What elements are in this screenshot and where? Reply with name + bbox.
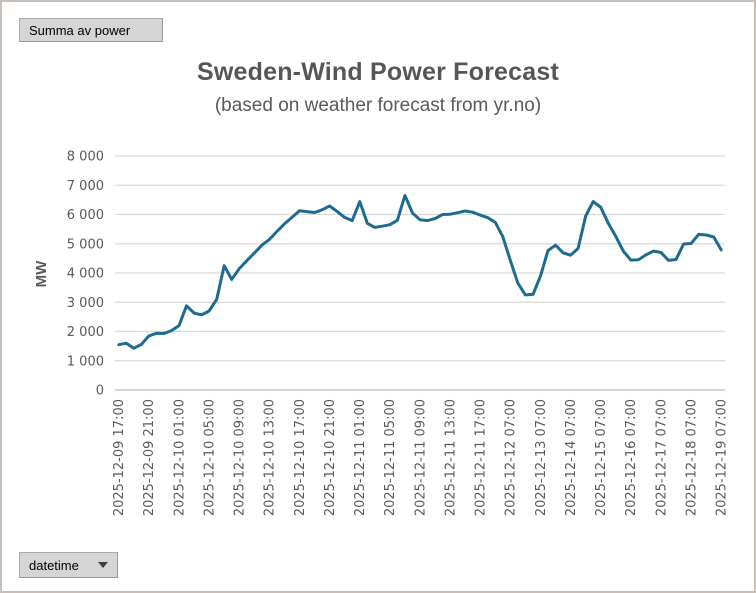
- x-tick-label: 2025-12-13 07:00: [534, 399, 549, 516]
- y-tick-label: 8 000: [67, 150, 104, 165]
- y-tick-label: 7 000: [67, 179, 104, 194]
- x-tick-label: 2025-12-10 17:00: [293, 399, 308, 516]
- x-tick-label: 2025-12-10 01:00: [172, 399, 187, 516]
- axis-field-label: datetime: [29, 557, 79, 573]
- value-field-label: Summa av power: [29, 22, 131, 38]
- x-tick-label: 2025-12-11 09:00: [413, 399, 428, 516]
- x-tick-label: 2025-12-11 13:00: [443, 399, 458, 516]
- y-tick-label: 5 000: [67, 237, 104, 252]
- y-tick-label: 0: [96, 384, 104, 399]
- x-tick-label: 2025-12-15 07:00: [594, 399, 609, 516]
- x-tick-label: 2025-12-11 01:00: [353, 399, 368, 516]
- x-tick-label: 2025-12-11 05:00: [383, 399, 398, 516]
- value-field-button[interactable]: Summa av power: [19, 18, 163, 42]
- y-tick-label: 4 000: [67, 267, 104, 282]
- x-tick-label: 2025-12-10 09:00: [233, 399, 248, 516]
- x-tick-label: 2025-12-10 13:00: [263, 399, 278, 516]
- chart-subtitle: (based on weather forecast from yr.no): [214, 95, 542, 116]
- y-tick-label: 2 000: [67, 325, 104, 340]
- dropdown-arrow-icon: [98, 562, 108, 568]
- chart-title: Sweden-Wind Power Forecast: [197, 58, 559, 86]
- series-line-power[interactable]: [117, 194, 723, 350]
- x-tick-label: 2025-12-11 17:00: [474, 399, 489, 516]
- x-tick-label: 2025-12-14 07:00: [564, 399, 579, 516]
- y-axis-title: MW: [33, 260, 50, 287]
- y-tick-label: 3 000: [67, 296, 104, 311]
- x-tick-label: 2025-12-19 07:00: [715, 399, 730, 516]
- y-tick-label: 1 000: [67, 354, 104, 369]
- axis-field-button[interactable]: datetime: [19, 552, 118, 578]
- x-tick-label: 2025-12-18 07:00: [684, 399, 699, 516]
- x-tick-label: 2025-12-10 05:00: [202, 399, 217, 516]
- y-tick-label: 6 000: [67, 208, 104, 223]
- x-tick-label: 2025-12-17 07:00: [654, 399, 669, 516]
- x-tick-label: 2025-12-16 07:00: [624, 399, 639, 516]
- x-tick-label: 2025-12-09 17:00: [112, 399, 127, 516]
- x-tick-label: 2025-12-10 21:00: [323, 399, 338, 516]
- x-tick-label: 2025-12-09 21:00: [142, 399, 157, 516]
- x-tick-label: 2025-12-12 07:00: [504, 399, 519, 516]
